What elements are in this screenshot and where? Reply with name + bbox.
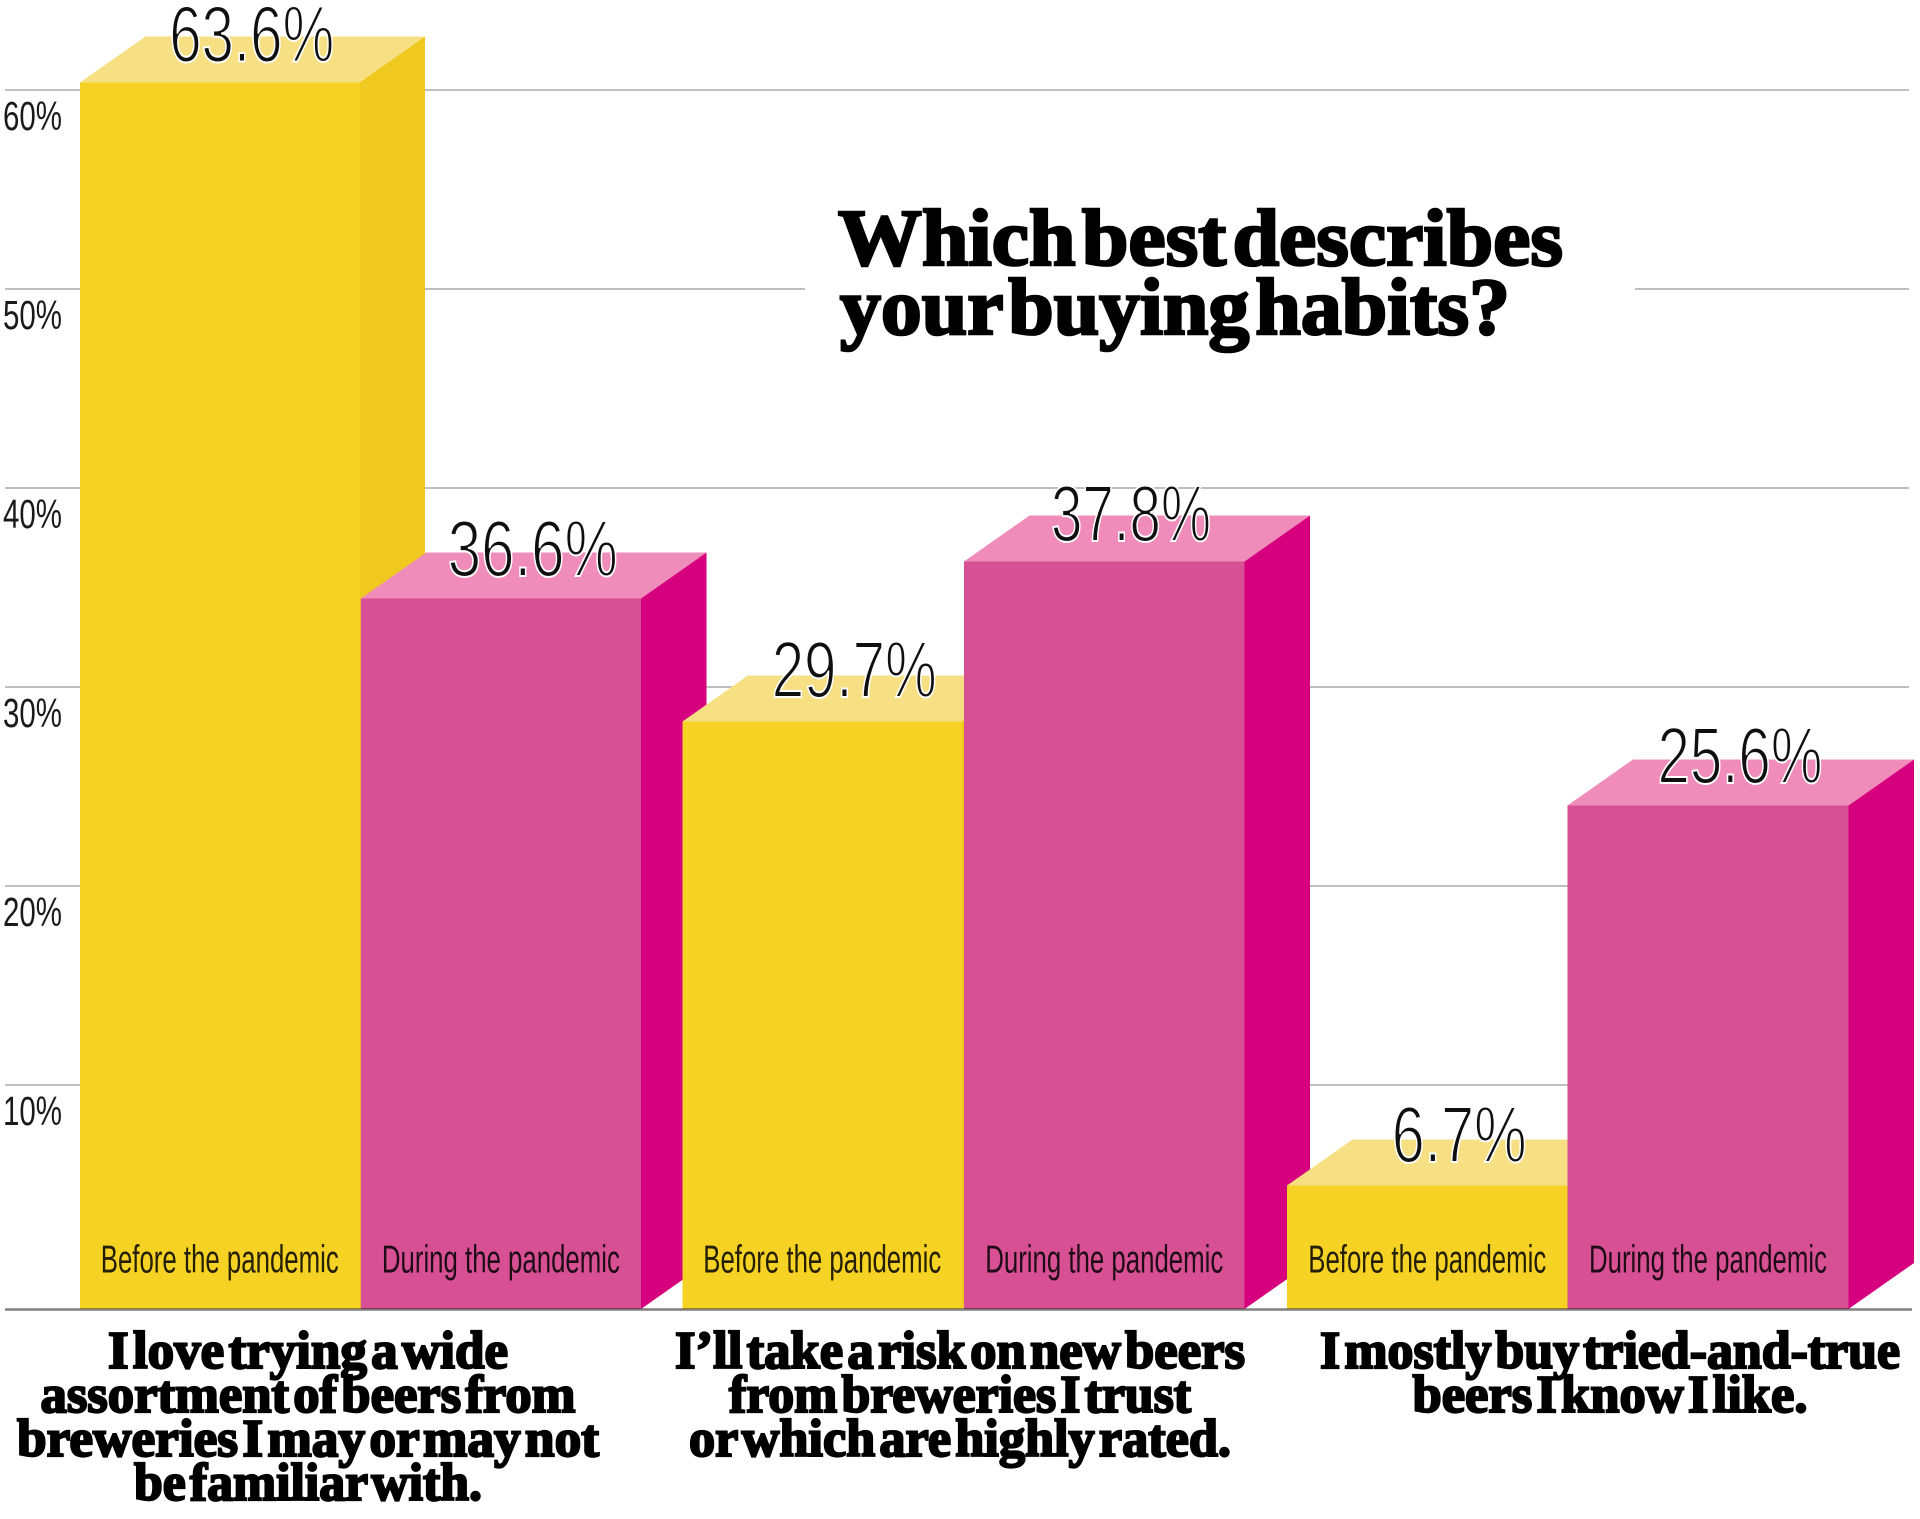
svg-text:30%: 30% (3, 690, 62, 736)
svg-text:63.6%: 63.6% (169, 0, 334, 79)
svg-text:be familiar with.: be familiar with. (134, 1454, 482, 1512)
svg-text:6.7%: 6.7% (1392, 1090, 1527, 1179)
svg-text:from breweries I trust: from breweries I trust (729, 1366, 1191, 1424)
svg-text:During the pandemic: During the pandemic (985, 1239, 1223, 1282)
svg-text:36.6%: 36.6% (448, 504, 618, 593)
svg-text:breweries I may or may not: breweries I may or may not (17, 1410, 599, 1468)
svg-text:60%: 60% (3, 93, 62, 139)
svg-text:Before the pandemic: Before the pandemic (101, 1239, 339, 1282)
svg-text:or which are highly rated.: or which are highly rated. (689, 1410, 1231, 1468)
svg-text:I love trying a wide: I love trying a wide (108, 1322, 508, 1380)
svg-text:During the pandemic: During the pandemic (382, 1239, 620, 1282)
svg-text:25.6%: 25.6% (1658, 711, 1823, 800)
svg-text:29.7%: 29.7% (772, 625, 937, 714)
svg-text:I mostly buy tried-and-true: I mostly buy tried-and-true (1320, 1322, 1900, 1380)
svg-text:assortment of beers from: assortment of beers from (41, 1366, 576, 1424)
svg-text:50%: 50% (3, 292, 62, 338)
svg-text:I’ll take a risk on new beers: I’ll take a risk on new beers (675, 1322, 1245, 1380)
svg-text:Which best describes: Which best describes (838, 195, 1563, 283)
svg-text:20%: 20% (3, 889, 62, 935)
svg-text:10%: 10% (3, 1088, 62, 1134)
svg-text:During the pandemic: During the pandemic (1589, 1239, 1827, 1282)
svg-text:your buying habits?: your buying habits? (840, 264, 1510, 352)
svg-text:beers I know I like.: beers I know I like. (1413, 1366, 1808, 1424)
svg-text:Before the pandemic: Before the pandemic (1308, 1239, 1546, 1282)
svg-text:Before the pandemic: Before the pandemic (703, 1239, 941, 1282)
svg-text:37.8%: 37.8% (1051, 469, 1211, 558)
svg-text:40%: 40% (3, 491, 62, 537)
